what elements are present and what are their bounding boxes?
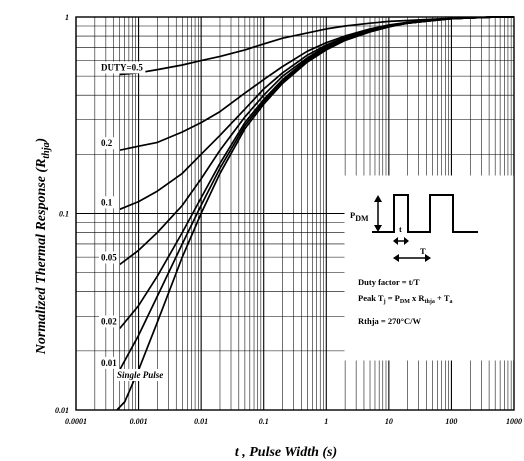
series-label: 0.2	[101, 138, 113, 148]
y-axis-title-sub: thja	[41, 142, 52, 158]
y-tick-label: 0.01	[55, 406, 69, 415]
series-label-background	[115, 369, 166, 381]
pulse-waveform	[372, 194, 478, 233]
x-tick-label: 1	[324, 417, 328, 426]
curves	[116, 16, 514, 411]
series-label: 0.1	[101, 197, 113, 207]
series-label: 0.02	[101, 316, 117, 326]
series-label-background	[99, 315, 120, 328]
x-tick-labels: 0.0001 0.001 0.01 0.1 1 10 100 1000	[65, 417, 522, 426]
peak-tj-text: Peak Tj = PDM x Rthja + Ta	[358, 293, 452, 305]
x-tick-label: 10	[385, 417, 393, 426]
series-label-background	[99, 251, 120, 264]
peak-tj-part-1: j	[383, 299, 386, 305]
series-label: DUTY=0.5	[101, 62, 143, 72]
series-label: 0.01	[101, 358, 117, 368]
T-arrow-head-right	[425, 254, 431, 262]
peak-tj-part-7: a	[449, 299, 452, 305]
x-tick-label: 0.001	[130, 417, 148, 426]
series-label: 0.05	[101, 253, 117, 263]
peak-tj-part-0: Peak T	[358, 293, 384, 303]
x-axis-title: t , Pulse Width (s)	[235, 445, 337, 460]
y-tick-label: 0.1	[59, 210, 69, 219]
t-arrow-head-left	[393, 237, 398, 245]
plot-frame	[75, 16, 515, 411]
pdm-label-sub: DM	[355, 214, 369, 223]
series-label-background	[99, 137, 115, 150]
t-label: t	[399, 224, 402, 234]
peak-tj-part-2: = P	[386, 293, 400, 303]
y-axis-title: Normalized Thermal Response (Rthja)	[34, 138, 52, 355]
series-label-background	[99, 61, 146, 74]
y-axis-title-main: Normalized Thermal Response (R	[34, 159, 49, 356]
T-arrow-head-left	[393, 254, 399, 262]
t-arrow-head-right	[404, 237, 409, 245]
series-line	[116, 16, 514, 411]
pdm-arrow-head-up	[374, 195, 382, 202]
series-label-background	[99, 196, 115, 209]
pdm-label-main: P	[350, 210, 355, 220]
x-tick-label: 0.1	[259, 417, 269, 426]
y-tick-label: 1	[65, 13, 69, 22]
x-tick-label: 100	[445, 417, 457, 426]
pdm-arrow-head-down	[374, 225, 382, 232]
x-tick-label: 0.01	[194, 417, 208, 426]
series-label-background	[99, 356, 120, 369]
x-tick-label: 1000	[506, 417, 522, 426]
inset-box: PDM t T Duty factor = t/T Peak Tj = PDM …	[344, 175, 514, 361]
peak-tj-part-5: thja	[425, 299, 435, 305]
peak-tj-part-3: DM	[400, 299, 410, 305]
y-tick-labels: 0.01 0.1 1	[55, 13, 69, 415]
series-label: Single Pulse	[117, 370, 163, 380]
pdm-label: PDM	[350, 210, 369, 223]
x-tick-label: 0.0001	[65, 417, 87, 426]
rthja-text: Rthja = 270°C/W	[358, 316, 422, 326]
T-label: T	[420, 246, 426, 256]
y-axis-title-close: )	[34, 138, 49, 145]
peak-tj-part-4: x R	[410, 293, 426, 303]
duty-factor-text: Duty factor = t/T	[358, 277, 420, 287]
peak-tj-part-6: + T	[435, 293, 450, 303]
